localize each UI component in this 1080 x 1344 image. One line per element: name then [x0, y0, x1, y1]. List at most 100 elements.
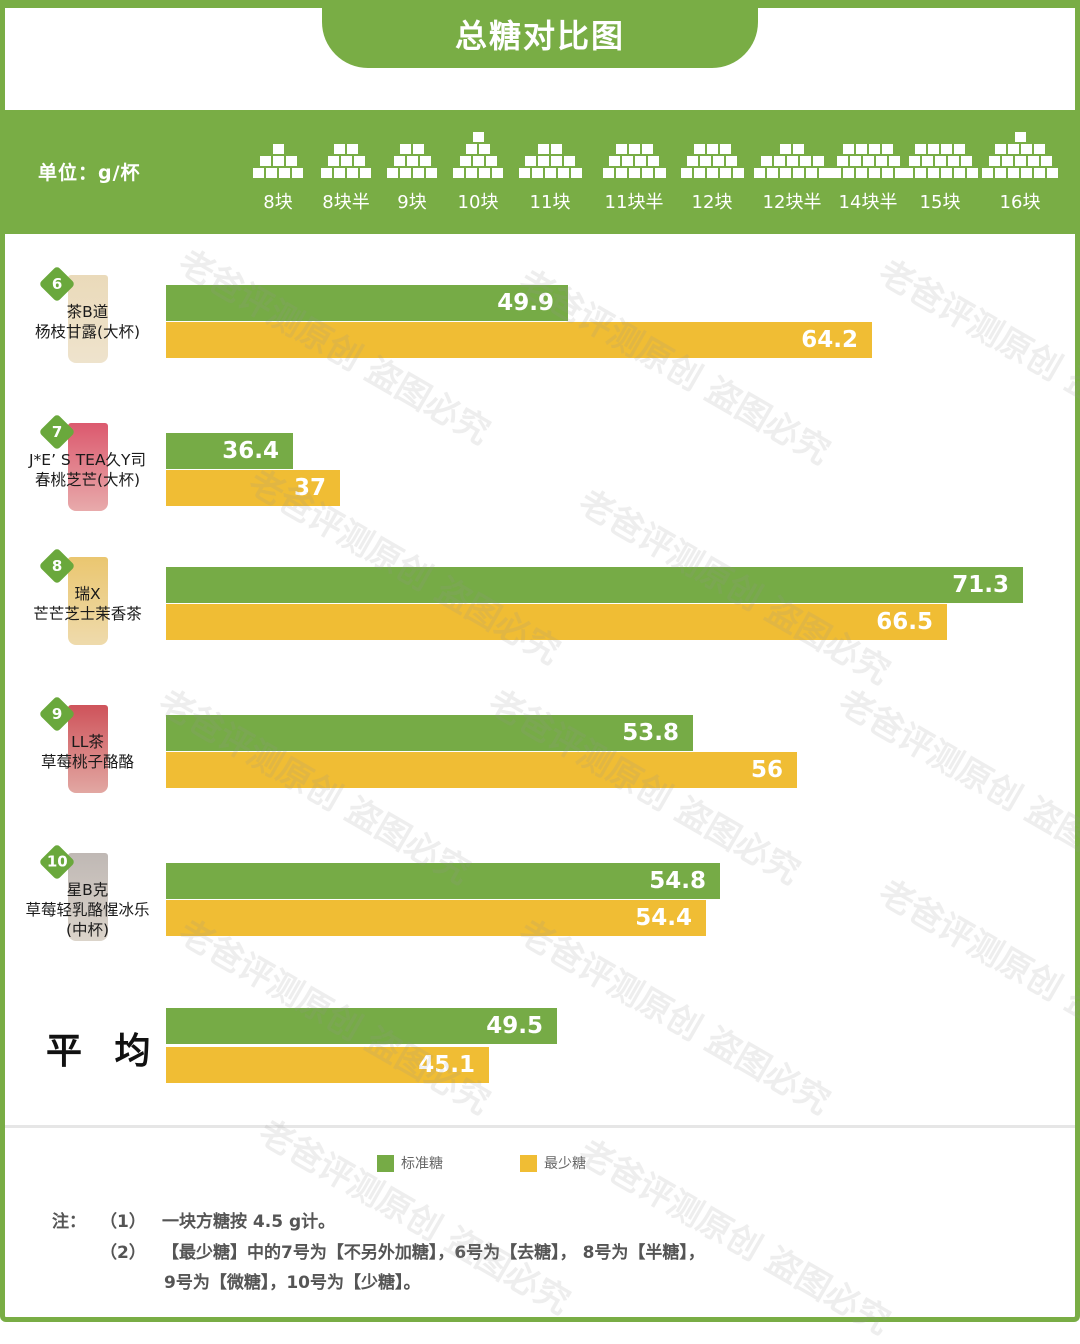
legend-swatch-yellow [520, 1154, 537, 1172]
sugar-scale-item: 16块 [982, 124, 1058, 214]
value-label: 53.8 [622, 720, 679, 746]
sugar-scale-label: 14块半 [838, 192, 898, 213]
note-1: 一块方糖按 4.5 g计。 [162, 1212, 336, 1232]
sugar-scale-label: 16块 [999, 192, 1041, 213]
drink-size: (中杯) [65, 921, 110, 939]
sugar-scale-item: 10块 [448, 124, 508, 214]
legend-swatch-green [377, 1154, 394, 1172]
value-label: 54.8 [649, 868, 706, 894]
sugar-scale-label: 11块 [529, 192, 571, 213]
value-label: 71.3 [952, 572, 1009, 598]
sugar-cube-icon [902, 124, 978, 178]
divider [5, 1125, 1075, 1128]
least-sugar-bar: 66.5 [166, 604, 947, 640]
drink-name: 春桃芝芒(大杯) [34, 471, 141, 489]
least-sugar-bar: 56 [166, 752, 797, 788]
least-sugar-bar: 37 [166, 470, 340, 506]
sugar-cube-icon [518, 124, 582, 178]
product-name: 瑞X 芒芒芝士茉香茶 [0, 584, 175, 624]
sugar-cube-icon [982, 124, 1058, 178]
sugar-scale-label: 12块 [691, 192, 733, 213]
note-2-line2: 9号为【微糖】，10号为【少糖】。 [164, 1273, 421, 1293]
product-number: 6 [51, 275, 63, 293]
left-border [0, 0, 5, 110]
drink-cup-image [68, 557, 108, 645]
value-label: 66.5 [876, 609, 933, 635]
legend-label: 标准糖 [401, 1156, 443, 1172]
least-sugar-bar: 64.2 [166, 322, 872, 358]
sugar-cube-icon [602, 124, 666, 178]
value-label: 49.5 [486, 1013, 543, 1039]
brand-name: 瑞X [74, 585, 101, 603]
legend-item-standard: 标准糖 [377, 1153, 443, 1173]
standard-sugar-bar: 49.9 [166, 285, 568, 321]
sugar-cube-icon [321, 124, 371, 178]
sugar-scale-item: 8块半 [316, 124, 376, 214]
product-name: 茶B道杨枝甘露(大杯) [0, 302, 175, 342]
product-name: J*E’ S TEA久Y司 春桃芝芒(大杯) [0, 450, 175, 490]
sugar-cube-icon [754, 124, 830, 178]
note-2-line1: 【最少糖】中的7号为【不另外加糖】，6号为【去糖】， 8号为【半糖】， [162, 1243, 705, 1263]
standard-sugar-bar: 36.4 [166, 433, 293, 469]
sugar-scale-item: 8块 [248, 124, 308, 214]
product-number: 7 [51, 423, 63, 441]
sugar-scale-label: 11块半 [604, 192, 664, 213]
drink-cup-image [68, 853, 108, 941]
value-label: 49.9 [497, 290, 554, 316]
product-number: 10 [46, 853, 68, 871]
sugar-cube-icon [253, 124, 303, 178]
note-2-index: （2） [100, 1243, 146, 1263]
note-prefix: 注： [52, 1212, 86, 1232]
legend-label: 最少糖 [544, 1156, 586, 1172]
brand-name: 星B克 [66, 881, 109, 899]
value-label: 37 [293, 475, 326, 501]
value-label: 54.4 [635, 905, 692, 931]
drink-name: 芒芒芝士茉香茶 [33, 605, 142, 623]
brand-name: 茶B道 [66, 303, 109, 321]
sugar-scale-label: 12块半 [762, 192, 822, 213]
drink-name: 草莓轻乳酪惺冰乐 [25, 901, 150, 919]
sugar-cube-icon [830, 124, 906, 178]
least-sugar-bar: 54.4 [166, 900, 706, 936]
value-label: 56 [750, 757, 783, 783]
standard-sugar-bar: 54.8 [166, 863, 720, 899]
drink-cup-image [68, 423, 108, 511]
sugar-scale-item: 15块 [902, 124, 978, 214]
unit-label: 单位：g/杯 [38, 162, 141, 184]
standard-sugar-bar: 71.3 [166, 567, 1023, 603]
product-number: 8 [51, 557, 63, 575]
product-name: 星B克草莓轻乳酪惺冰乐 (中杯) [0, 880, 175, 940]
title-tab: 总糖对比图 [322, 0, 758, 68]
drink-name: 草莓桃子酪酪 [40, 753, 134, 771]
average-least-bar: 45.1 [166, 1047, 489, 1083]
right-border [1075, 0, 1080, 110]
sugar-scale-item: 11块半 [602, 124, 666, 214]
brand-name: J*E’ S TEA久Y司 [28, 451, 147, 469]
value-label: 64.2 [801, 327, 858, 353]
sugar-cube-icon [453, 124, 503, 178]
sugar-scale-item: 11块 [518, 124, 582, 214]
value-label: 45.1 [418, 1052, 475, 1078]
drink-cup-image [68, 705, 108, 793]
product-name: LL茶草莓桃子酪酪 [0, 732, 175, 772]
sugar-scale-label: 15块 [919, 192, 961, 213]
standard-sugar-bar: 53.8 [166, 715, 693, 751]
chart-title: 总糖对比图 [454, 17, 625, 55]
sugar-cube-icon [680, 124, 744, 178]
sugar-scale-item: 12块 [680, 124, 744, 214]
sugar-scale-item: 14块半 [830, 124, 906, 214]
value-label: 36.4 [222, 438, 279, 464]
legend-item-least: 最少糖 [520, 1153, 586, 1173]
sugar-cube-icon [387, 124, 437, 178]
brand-name: LL茶 [71, 733, 104, 751]
product-number: 9 [51, 705, 63, 723]
sugar-scale-item: 12块半 [754, 124, 830, 214]
sugar-scale-label: 8块 [263, 192, 293, 213]
average-standard-bar: 49.5 [166, 1008, 557, 1044]
sugar-scale-label: 8块半 [322, 192, 370, 213]
sugar-scale-item: 9块 [382, 124, 442, 214]
drink-name: 杨枝甘露(大杯) [34, 323, 141, 341]
drink-cup-image [68, 275, 108, 363]
sugar-scale-label: 10块 [457, 192, 499, 213]
